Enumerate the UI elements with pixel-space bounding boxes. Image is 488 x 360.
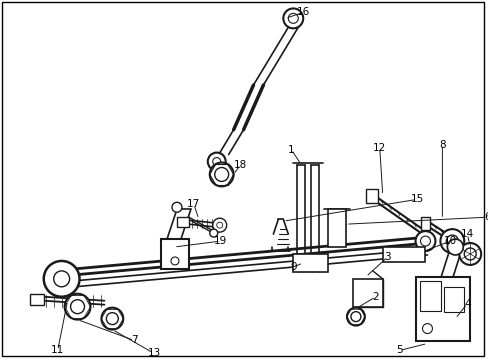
Text: 3: 3	[384, 252, 390, 262]
Circle shape	[420, 236, 429, 246]
Text: 11: 11	[51, 345, 64, 355]
Bar	[420, 217, 429, 230]
Bar	[419, 281, 441, 311]
Circle shape	[427, 316, 443, 333]
Text: 14: 14	[460, 229, 473, 239]
Circle shape	[440, 229, 463, 253]
Text: 5: 5	[396, 345, 402, 355]
Circle shape	[346, 308, 364, 325]
Text: 15: 15	[410, 194, 423, 204]
Bar	[177, 217, 188, 227]
Bar	[161, 239, 188, 269]
Circle shape	[209, 162, 233, 186]
Text: 7: 7	[131, 336, 137, 346]
Circle shape	[106, 312, 118, 325]
Circle shape	[70, 300, 84, 314]
Text: 18: 18	[233, 159, 247, 170]
Circle shape	[207, 153, 225, 171]
Circle shape	[101, 308, 123, 329]
Circle shape	[209, 229, 217, 237]
Circle shape	[446, 235, 457, 247]
Circle shape	[172, 202, 182, 212]
Circle shape	[64, 294, 90, 320]
Circle shape	[212, 158, 220, 166]
Circle shape	[458, 243, 480, 265]
Text: 9: 9	[289, 262, 296, 272]
Circle shape	[216, 222, 222, 228]
Bar	[365, 189, 377, 203]
Bar	[293, 254, 327, 272]
Text: 19: 19	[214, 236, 227, 246]
Bar	[352, 279, 382, 307]
Circle shape	[171, 257, 179, 265]
Bar	[382, 247, 424, 262]
Bar	[444, 287, 463, 312]
Circle shape	[447, 239, 462, 255]
Circle shape	[214, 167, 228, 181]
Circle shape	[463, 248, 475, 260]
Text: 10: 10	[443, 236, 456, 246]
Text: 16: 16	[296, 8, 309, 17]
Text: 6: 6	[483, 212, 488, 222]
Bar	[30, 294, 43, 305]
Text: 4: 4	[463, 299, 469, 309]
Circle shape	[283, 8, 303, 28]
Circle shape	[350, 312, 360, 321]
Circle shape	[422, 324, 431, 333]
Circle shape	[54, 271, 69, 287]
Text: 12: 12	[372, 143, 386, 153]
Circle shape	[434, 287, 450, 303]
Text: 17: 17	[187, 199, 200, 209]
Circle shape	[212, 218, 226, 232]
Text: 1: 1	[287, 145, 294, 154]
Text: 2: 2	[372, 292, 378, 302]
Text: 8: 8	[438, 140, 445, 150]
Circle shape	[43, 261, 80, 297]
Bar	[327, 209, 345, 247]
Circle shape	[288, 13, 298, 23]
Text: 13: 13	[147, 348, 161, 359]
Bar	[415, 277, 469, 342]
Circle shape	[415, 231, 434, 251]
